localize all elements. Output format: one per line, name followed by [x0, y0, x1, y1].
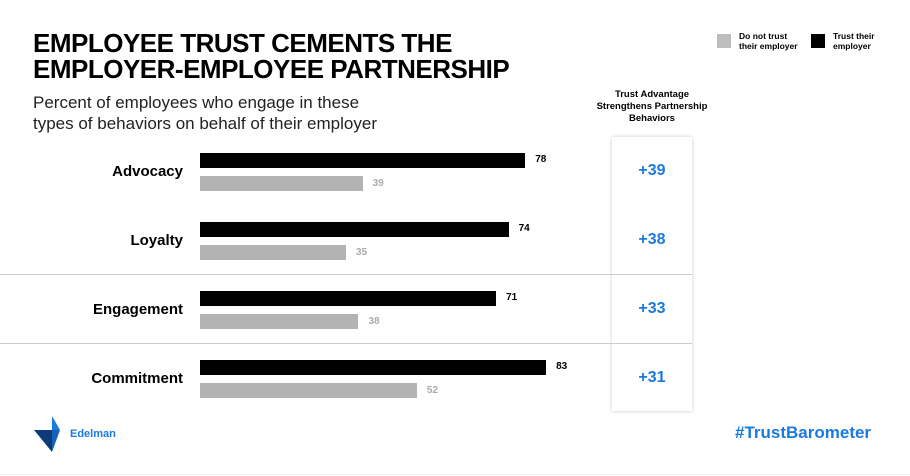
category-label: Loyalty [130, 232, 183, 249]
legend-label-distrust: Do not trust their employer [739, 31, 798, 51]
hashtag[interactable]: #TrustBarometer [735, 423, 872, 442]
value-label-distrust: 52 [426, 385, 438, 396]
advantage-value: +31 [638, 369, 666, 386]
bar-distrust [200, 176, 363, 191]
bar-distrust [200, 314, 359, 329]
legend-label-trust: Trust their employer [833, 31, 875, 51]
legend-swatch-distrust [717, 34, 731, 48]
bar-trust [200, 291, 497, 306]
bar-distrust [200, 245, 346, 260]
divider [0, 343, 692, 344]
advantage-value: +33 [638, 300, 666, 317]
bar-trust [200, 153, 526, 168]
value-label-trust: 83 [556, 361, 568, 372]
divider [0, 274, 692, 275]
legend-swatch-trust [811, 34, 825, 48]
category-label: Engagement [92, 301, 183, 318]
value-label-trust: 78 [535, 154, 547, 165]
value-label-distrust: 35 [355, 247, 368, 258]
edelman-logo-icon [34, 416, 60, 452]
bottom-border [0, 474, 910, 475]
advantage-header: Trust Advantage Strengthens Partnership … [596, 89, 708, 124]
chart-title: EMPLOYEE TRUST CEMENTS THE EMPLOYER-EMPL… [33, 28, 510, 84]
category-label: Commitment [91, 370, 183, 387]
value-label-trust: 71 [506, 292, 518, 303]
bar-distrust [200, 383, 417, 398]
value-label-trust: 74 [518, 223, 530, 234]
category-label: Advocacy [112, 163, 183, 180]
chart-subtitle: Percent of employees who engage in these… [33, 93, 377, 133]
value-label-distrust: 38 [368, 316, 380, 327]
value-label-distrust: 39 [372, 178, 384, 189]
advantage-value: +38 [638, 231, 666, 248]
bar-trust [200, 360, 547, 375]
brand-name: Edelman [70, 428, 116, 440]
advantage-value: +39 [638, 162, 666, 179]
bar-trust [200, 222, 509, 237]
